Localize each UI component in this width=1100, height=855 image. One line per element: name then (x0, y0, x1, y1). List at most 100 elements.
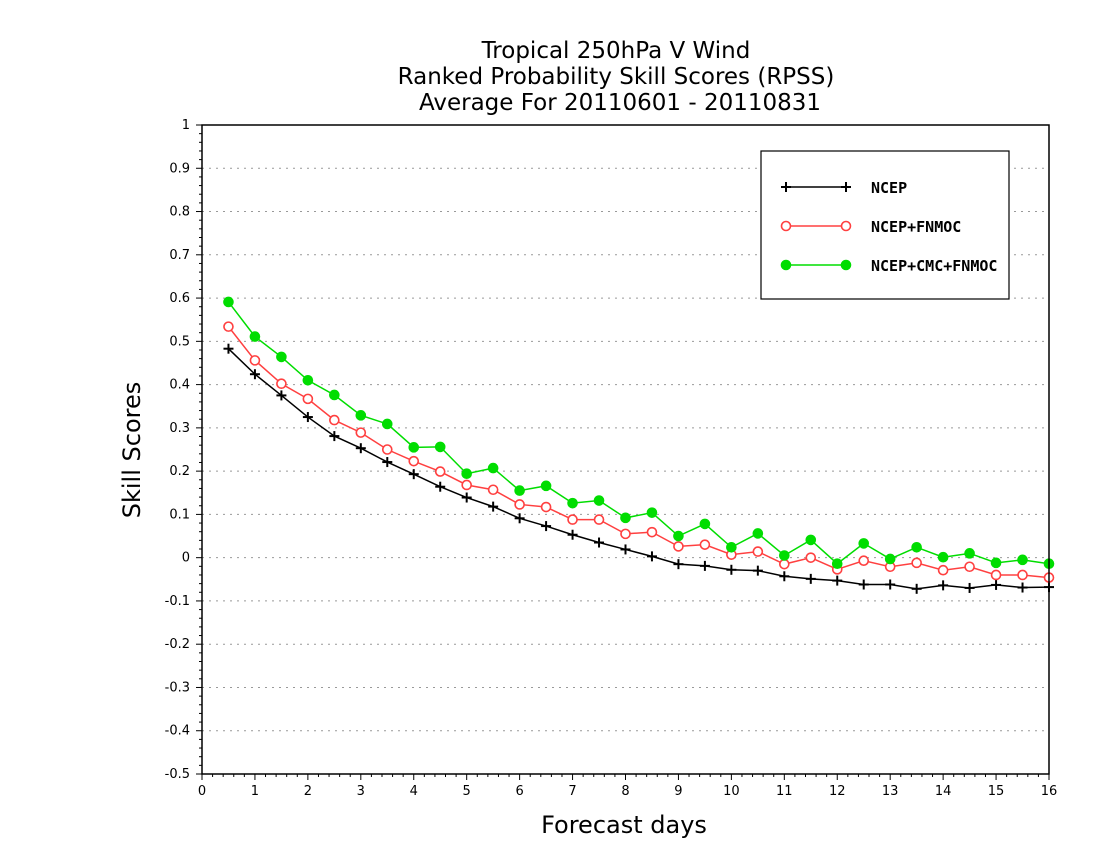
data-point-ncep (911, 583, 922, 594)
data-point-ncep-cmc-fnmoc (805, 534, 817, 546)
data-point-ncep-fnmoc (540, 501, 552, 513)
data-point-ncep-fnmoc (673, 541, 684, 552)
data-point-ncep-fnmoc (699, 539, 711, 550)
legend-entries: NCEP NCEP+FNMOC NCEP+CMC+FNMOC (780, 179, 997, 275)
data-point-ncep-cmc-fnmoc (408, 442, 420, 453)
legend-label-ncep-fnmoc: NCEP+FNMOC (871, 218, 961, 236)
y-axis-title: Skill Scores (118, 382, 146, 519)
legend-marker-ncep-cmc-fnmoc (780, 259, 792, 271)
x-tick-label: 10 (723, 784, 740, 799)
data-point-ncep-fnmoc (514, 499, 525, 510)
data-point-ncep-fnmoc (461, 479, 472, 491)
data-point-ncep-fnmoc (620, 528, 631, 540)
x-tick-label: 4 (410, 784, 418, 799)
data-point-ncep-cmc-fnmoc (487, 462, 499, 474)
x-tick-label: 7 (568, 784, 576, 799)
data-point-ncep (752, 565, 763, 576)
x-tick-label: 5 (463, 784, 471, 799)
x-tick-label: 13 (882, 784, 899, 799)
data-point-ncep-cmc-fnmoc (884, 553, 896, 565)
data-point-ncep-cmc-fnmoc (911, 541, 922, 553)
data-point-ncep-fnmoc (964, 561, 975, 573)
data-point-ncep-fnmoc (223, 321, 234, 332)
data-point-ncep (1017, 582, 1028, 593)
y-tick-label: 0.2 (169, 464, 190, 479)
x-tick-label: 11 (776, 784, 793, 799)
legend-item-ncep-cmc-fnmoc: NCEP+CMC+FNMOC (780, 257, 997, 275)
data-point-ncep-fnmoc (646, 526, 658, 538)
data-point-ncep (594, 537, 605, 548)
data-point-ncep-fnmoc (779, 558, 790, 570)
y-tick-label: 0 (182, 551, 190, 566)
x-tick-label: 6 (515, 784, 523, 799)
legend: NCEP NCEP+FNMOC NCEP+CMC+FNMOC (760, 150, 1010, 300)
y-tick-label: -0.2 (165, 637, 190, 652)
series-layer (223, 296, 1055, 594)
data-point-ncep (249, 369, 260, 380)
x-tick-label: 9 (674, 784, 682, 799)
data-point-ncep-cmc-fnmoc (699, 518, 711, 530)
data-point-ncep (858, 579, 869, 590)
chart-title-line-2: Ranked Probability Skill Scores (RPSS) (398, 64, 835, 90)
data-point-ncep (514, 513, 525, 524)
legend-label-ncep: NCEP (871, 179, 907, 197)
data-point-ncep (726, 564, 737, 575)
data-point-ncep (329, 431, 340, 442)
series-ncep-fnmoc (223, 321, 1055, 583)
data-point-ncep-cmc-fnmoc (646, 507, 658, 518)
data-point-ncep (461, 492, 472, 503)
data-point-ncep-cmc-fnmoc (593, 495, 605, 506)
data-point-ncep (276, 390, 287, 401)
y-tick-label: 1 (182, 118, 190, 133)
data-point-ncep-fnmoc (990, 569, 1002, 581)
data-point-ncep-cmc-fnmoc (514, 485, 525, 496)
x-tick-label: 15 (988, 784, 1005, 799)
chart-title-line-1: Tropical 250hPa V Wind (481, 38, 751, 64)
y-tick-label: -0.4 (165, 724, 190, 739)
data-point-ncep-cmc-fnmoc (990, 557, 1002, 569)
x-axis-title: Forecast days (541, 811, 707, 839)
y-tick-label: 0.6 (169, 291, 190, 306)
data-point-ncep-fnmoc (302, 393, 314, 405)
data-point-ncep-cmc-fnmoc (540, 480, 552, 492)
data-point-ncep (832, 575, 843, 586)
y-tick-label: -0.3 (165, 680, 190, 695)
y-tick-label: 0.8 (169, 205, 190, 220)
data-point-ncep (408, 469, 419, 480)
data-point-ncep-cmc-fnmoc (223, 296, 234, 308)
data-point-ncep-fnmoc (355, 427, 367, 438)
data-point-ncep-cmc-fnmoc (381, 418, 393, 430)
data-point-ncep-fnmoc (805, 552, 817, 563)
data-point-ncep-fnmoc (408, 455, 420, 467)
data-point-ncep (541, 521, 552, 532)
data-point-ncep-cmc-fnmoc (434, 441, 446, 453)
x-tick-label: 16 (1041, 784, 1058, 799)
data-point-ncep-cmc-fnmoc (964, 548, 975, 559)
data-point-ncep-cmc-fnmoc (858, 538, 870, 549)
x-tick-label: 14 (935, 784, 952, 799)
data-point-ncep-fnmoc (276, 378, 287, 390)
data-point-ncep (805, 573, 816, 584)
chart-title-line-3: Average For 20110601 - 20110831 (419, 90, 821, 116)
data-point-ncep (382, 457, 393, 468)
data-point-ncep-cmc-fnmoc (673, 530, 684, 542)
x-tick-label: 3 (357, 784, 365, 799)
x-tick-label: 12 (829, 784, 846, 799)
legend-marker-ncep-cmc-fnmoc (840, 259, 852, 271)
data-point-ncep (620, 544, 631, 555)
data-point-ncep (646, 551, 657, 562)
data-point-ncep-fnmoc (249, 355, 261, 366)
legend-item-ncep: NCEP (781, 179, 907, 197)
data-point-ncep-fnmoc (567, 514, 578, 525)
data-point-ncep-cmc-fnmoc (249, 331, 261, 342)
data-point-ncep-cmc-fnmoc (620, 512, 631, 524)
data-point-ncep-cmc-fnmoc (726, 541, 737, 553)
y-tick-label: 0.1 (169, 507, 190, 522)
data-point-ncep-cmc-fnmoc (302, 374, 314, 386)
data-point-ncep-cmc-fnmoc (752, 528, 764, 539)
legend-label-ncep-cmc-fnmoc: NCEP+CMC+FNMOC (871, 257, 997, 275)
data-point-ncep-cmc-fnmoc (779, 550, 790, 561)
data-point-ncep-fnmoc (329, 414, 340, 426)
